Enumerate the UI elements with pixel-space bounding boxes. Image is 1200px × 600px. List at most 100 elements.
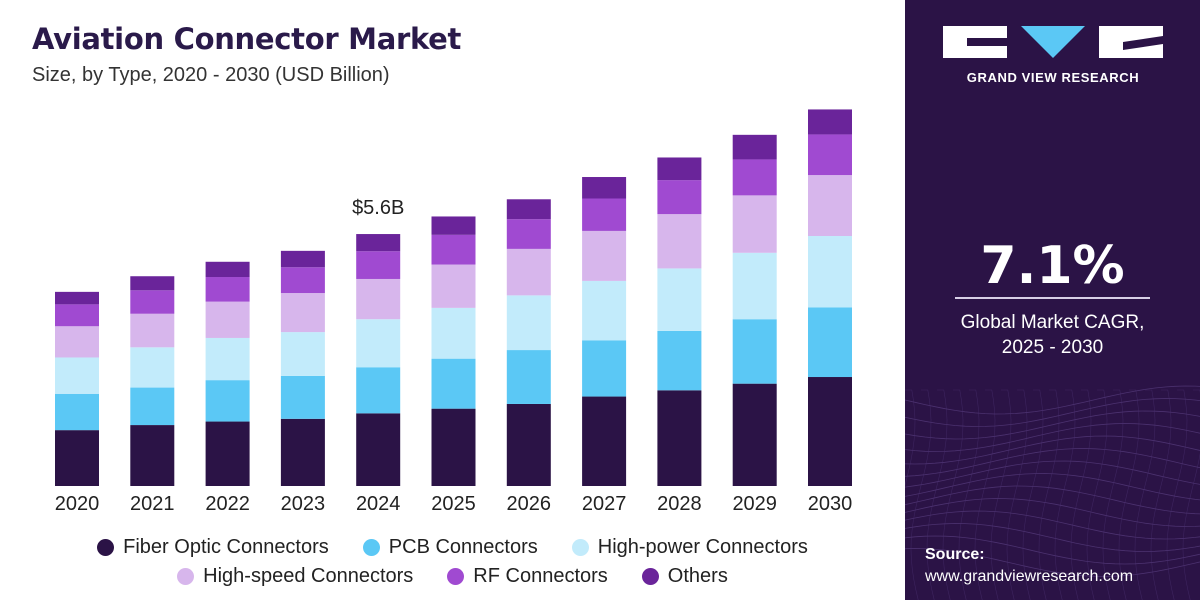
cagr-value: 7.1% (980, 236, 1125, 296)
wave-grid-line (1038, 389, 1060, 600)
wave-line (905, 523, 1200, 552)
legend-label: RF Connectors (473, 565, 608, 587)
legend-item: PCB Connectors (362, 536, 538, 559)
bar-segment-2029-2 (732, 252, 777, 320)
source-url[interactable]: www.grandviewresearch.com (925, 568, 1134, 585)
bar-segment-2025-0 (431, 408, 476, 486)
legend-row-2: High-speed Connectors RF Connectors Others (0, 565, 905, 588)
bar-segment-2028-0 (657, 390, 702, 486)
bar-segment-2024-3 (356, 278, 401, 320)
bar-segment-2021-4 (130, 290, 175, 314)
side-panel: GRAND VIEW RESEARCH 7.1% Global Market C… (905, 0, 1200, 600)
wave-grid-line (926, 389, 948, 600)
legend-label: Others (667, 565, 728, 587)
wave-grid-line (1182, 389, 1200, 600)
bar-segment-2026-5 (506, 199, 551, 220)
bar-segment-2030-2 (808, 236, 852, 308)
x-tick-label: 2026 (507, 493, 552, 515)
chart-subtitle: Size, by Type, 2020 - 2030 (USD Billion) (32, 64, 390, 86)
bar-segment-2025-1 (431, 358, 476, 409)
gvr-logo-icon (943, 26, 1163, 58)
bar-segment-2025-2 (431, 307, 476, 359)
x-tick-label: 2022 (205, 493, 250, 515)
legend-item: High-speed Connectors (177, 565, 413, 588)
bar-segment-2025-5 (431, 216, 476, 235)
bar-segment-2027-0 (582, 396, 627, 486)
wave-grid-line (1054, 389, 1076, 600)
wave-grid-line (1006, 389, 1028, 600)
bar-segment-2023-2 (280, 332, 325, 376)
bar-segment-2022-3 (205, 301, 250, 338)
cagr-label-line1: Global Market CAGR, (960, 312, 1145, 333)
wave-grid-decoration (905, 385, 1200, 600)
wave-grid-line (1166, 389, 1188, 600)
x-tick-label: 2028 (657, 493, 702, 515)
bar-segment-2027-3 (582, 230, 627, 281)
bar-segment-2028-1 (657, 330, 702, 391)
bar-segment-2026-4 (506, 219, 551, 249)
legend-item: RF Connectors (447, 565, 608, 588)
x-tick-label: 2030 (808, 493, 853, 515)
wave-line (905, 510, 1200, 540)
bar-segment-2020-1 (55, 393, 99, 431)
bar-segment-2030-5 (808, 109, 852, 135)
x-tick-label: 2029 (732, 493, 777, 515)
bar-segment-2021-2 (130, 347, 175, 388)
bar-segment-2030-0 (808, 377, 852, 486)
bar-segment-2022-5 (205, 261, 250, 278)
bar-segment-2021-5 (130, 276, 175, 291)
x-tick-label: 2025 (431, 493, 476, 515)
bar-segment-2027-1 (582, 340, 627, 397)
wave-line (905, 498, 1200, 527)
bar-segment-2026-3 (506, 248, 551, 296)
bar-segment-2029-0 (732, 383, 777, 486)
bar-segment-2021-0 (130, 425, 175, 486)
chart-area: Aviation Connector Market Size, by Type,… (0, 22, 905, 588)
legend-swatch (641, 568, 659, 585)
legend-label: PCB Connectors (388, 536, 538, 558)
wave-grid-line (942, 389, 964, 600)
bar-segment-2026-1 (506, 350, 551, 404)
bar-segment-2020-0 (55, 430, 99, 486)
bar-segment-2029-5 (732, 134, 777, 160)
bar-segment-2020-4 (55, 304, 99, 327)
bar-segment-2026-0 (506, 403, 551, 486)
wave-grid-line (1070, 389, 1092, 600)
bar-segment-2024-1 (356, 367, 401, 414)
x-tick-label: 2023 (281, 493, 326, 515)
x-tick-label: 2027 (582, 493, 627, 515)
legend-swatch (97, 539, 115, 556)
wave-line (905, 448, 1200, 477)
bar-segment-2028-5 (657, 157, 702, 181)
bar-segment-2025-4 (431, 234, 476, 265)
bar-segment-2020-3 (55, 326, 99, 358)
wave-grid-line (1102, 389, 1124, 600)
wave-grid-line (1022, 389, 1044, 600)
wave-line (905, 398, 1200, 427)
bar-segment-2020-2 (55, 357, 99, 394)
bar-segment-2024-4 (356, 251, 401, 279)
bar-segment-2030-3 (808, 175, 852, 236)
legend-swatch (447, 568, 465, 585)
wave-grid-line (990, 389, 1012, 600)
bar-segment-2022-4 (205, 277, 250, 302)
legend-label: Fiber Optic Connectors (123, 536, 329, 558)
bar-segment-2020-5 (55, 291, 99, 305)
wave-line (905, 435, 1200, 465)
bar-segment-2024-2 (356, 319, 401, 368)
wave-grid-line (910, 389, 932, 600)
bar-segment-2024-0 (356, 413, 401, 486)
wave-grid-line (1086, 389, 1108, 600)
brand-name: GRAND VIEW RESEARCH (966, 70, 1140, 85)
bar-segment-2023-4 (280, 267, 325, 294)
wave-line (905, 385, 1200, 415)
bar-segment-2027-5 (582, 177, 627, 199)
annotation-label: $5.6B (352, 197, 404, 219)
legend-item: Others (641, 565, 728, 588)
bar-segment-2028-4 (657, 180, 702, 215)
bar-segment-2028-2 (657, 268, 702, 331)
bar-segment-2023-0 (280, 418, 325, 486)
bar-segment-2026-2 (506, 295, 551, 351)
bar-segment-2030-1 (808, 307, 852, 378)
legend-swatch (362, 539, 380, 556)
